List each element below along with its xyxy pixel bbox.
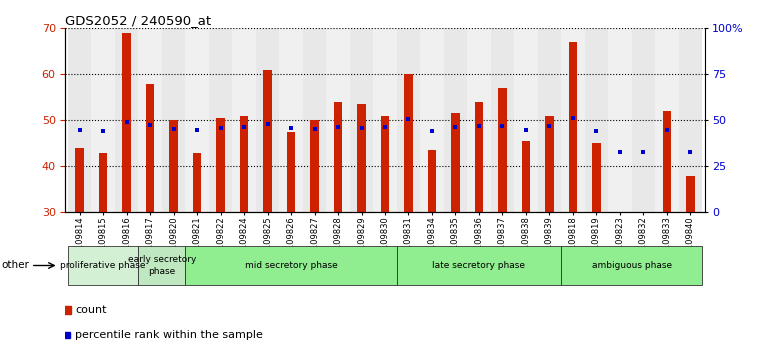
Bar [397,246,561,285]
Bar [561,246,702,285]
Bar [545,116,554,350]
Bar [193,153,201,350]
Bar [404,74,413,350]
Bar [498,88,507,350]
Bar [303,28,326,212]
Bar [522,141,530,350]
Bar [256,28,280,212]
Bar [287,132,295,350]
Bar [444,28,467,212]
Bar [68,246,139,285]
Bar [263,70,272,350]
Bar [334,102,342,350]
Bar [280,28,303,212]
Text: proliferative phase: proliferative phase [60,261,146,270]
Bar [616,226,624,350]
Bar [592,143,601,350]
Bar [569,42,577,350]
Bar [381,116,389,350]
Bar [357,104,366,350]
Text: other: other [2,261,29,270]
Bar [397,28,420,212]
Bar [655,28,678,212]
Bar [169,120,178,350]
Bar [631,28,655,212]
Bar [186,246,397,285]
Bar [99,153,107,350]
Bar [639,222,648,350]
Bar [326,28,350,212]
Bar [310,120,319,350]
Bar [373,28,397,212]
Bar [678,28,702,212]
Bar [139,246,186,285]
Text: GDS2052 / 240590_at: GDS2052 / 240590_at [65,14,212,27]
Bar [216,118,225,350]
Bar [490,28,514,212]
Text: ambiguous phase: ambiguous phase [591,261,671,270]
Bar [584,28,608,212]
Bar [115,28,139,212]
Bar [663,111,671,350]
Bar [233,28,256,212]
Bar [467,28,490,212]
Bar [122,33,131,350]
Text: early secretory
phase: early secretory phase [128,256,196,275]
Bar [139,28,162,212]
Bar [350,28,373,212]
Bar [68,28,92,212]
Text: percentile rank within the sample: percentile rank within the sample [75,330,263,339]
Bar [514,28,537,212]
Bar [561,28,584,212]
Bar [240,116,248,350]
Bar [162,28,186,212]
Bar [537,28,561,212]
Bar [186,28,209,212]
Bar [146,84,154,350]
Bar [451,114,460,350]
Bar [686,176,695,350]
Text: count: count [75,305,106,315]
Bar [420,28,444,212]
Bar [608,28,631,212]
Bar [209,28,233,212]
Text: mid secretory phase: mid secretory phase [245,261,337,270]
Bar [75,148,84,350]
Bar [475,102,483,350]
Bar [428,150,436,350]
Text: late secretory phase: late secretory phase [433,261,525,270]
Bar [92,28,115,212]
